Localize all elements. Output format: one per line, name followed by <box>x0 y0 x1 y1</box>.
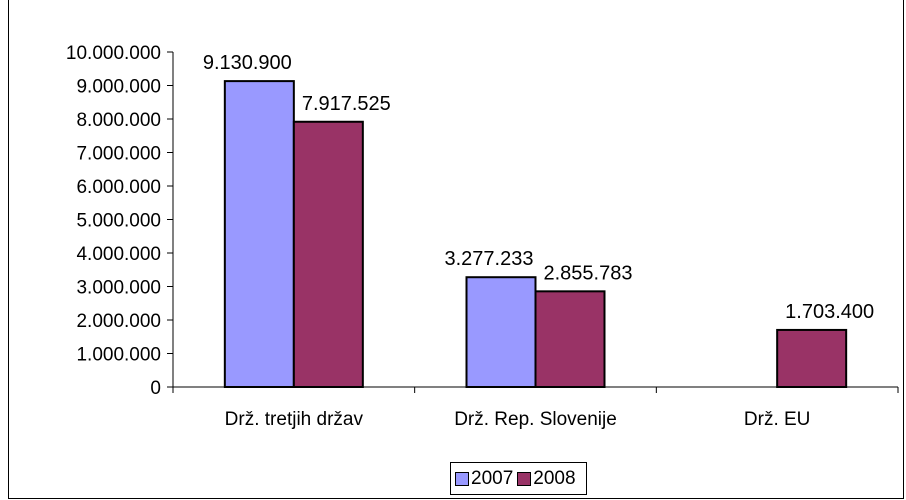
y-tick-label: 2.000.000 <box>76 311 161 332</box>
bar-2007 <box>223 80 295 389</box>
y-tick-label: 1.000.000 <box>76 345 161 366</box>
legend-swatch-2008 <box>517 471 532 486</box>
data-label: 2.855.783 <box>544 262 633 284</box>
legend-item-2008: 2008 <box>517 467 576 490</box>
x-category-label: Drž. tretjih držav <box>225 409 364 430</box>
y-tick-label: 4.000.000 <box>76 244 161 265</box>
legend-swatch-2007 <box>455 471 469 486</box>
bar-2008 <box>292 120 364 388</box>
data-label: 3.277.233 <box>445 248 534 270</box>
labels: Drž. tretjih držav 9.130.900 7.917.525 Drž.… <box>203 52 874 430</box>
legend-label-2007: 2007 <box>471 467 514 489</box>
x-category-label: Drž. Rep. Slovenije <box>454 409 617 430</box>
y-tick-label: 7.000.000 <box>76 144 161 165</box>
y-tick-label: 8.000.000 <box>76 110 161 131</box>
y-tick-label: 6.000.000 <box>76 177 161 198</box>
legend-label-2008: 2008 <box>533 467 576 489</box>
legend-item-2007: 2007 <box>455 468 513 490</box>
data-label: 9.130.900 <box>203 52 292 74</box>
x-category-label: Drž. EU <box>744 409 811 430</box>
y-tick-label: 9.000.000 <box>76 77 161 98</box>
legend: 2007 2008 <box>450 462 587 495</box>
axes: 0 1.000.000 2.000.000 3.000.000 4.000.000 5.0… <box>66 43 899 399</box>
y-tick-label: 0 <box>150 378 161 399</box>
y-tick-label: 5.000.000 <box>76 211 161 232</box>
data-label: 1.703.400 <box>785 301 874 323</box>
bars <box>223 80 848 389</box>
bar-2008 <box>534 290 606 388</box>
chart-frame <box>8 0 904 499</box>
bar-2008 <box>776 328 848 388</box>
bar-2007 <box>465 276 537 389</box>
y-tick-label: 10.000.000 <box>66 43 161 64</box>
data-label: 7.917.525 <box>302 93 391 115</box>
y-tick-label: 3.000.000 <box>76 278 161 299</box>
